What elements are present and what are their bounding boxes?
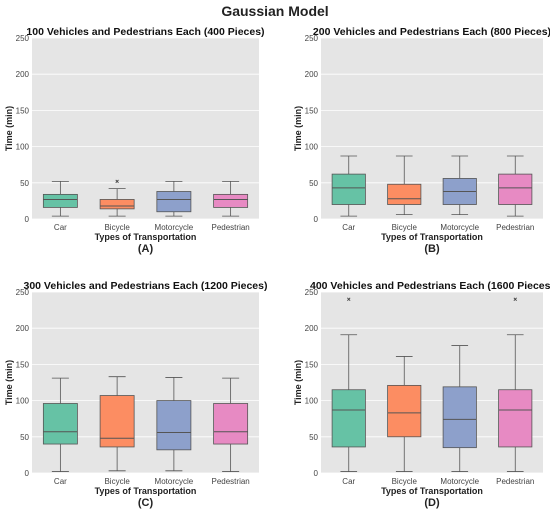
y-tick-label: 100 — [305, 397, 319, 406]
panel-b-title: 200 Vehicles and Pedestrians Each (800 P… — [313, 26, 550, 38]
outlier-point — [347, 297, 351, 301]
y-tick-label: 150 — [16, 106, 30, 115]
box-body — [99, 199, 135, 210]
box-body — [331, 389, 366, 448]
box-body — [156, 191, 192, 213]
panel-b: 0 50 100 150 200 250 Car Bicycle Motorcycle Pedes… — [293, 26, 550, 255]
box-body — [331, 173, 366, 205]
box-car — [42, 377, 78, 472]
box-car — [331, 155, 366, 217]
panel-a-plot-area — [32, 38, 259, 219]
box-body — [213, 403, 249, 445]
panel-c-plot-area — [32, 292, 259, 473]
x-tick-label-bicycle: Bicycle — [392, 477, 418, 486]
x-tick-label-motorcycle: Motorcycle — [440, 477, 479, 486]
y-tick-label: 100 — [16, 397, 30, 406]
x-tick-label-pedestrian: Pedestrian — [212, 223, 250, 232]
box-body — [42, 403, 78, 445]
x-tick-label-car: Car — [54, 477, 67, 486]
box-pedestrian — [498, 297, 533, 472]
y-tick-label: 200 — [305, 324, 319, 333]
panel-c-title: 300 Vehicles and Pedestrians Each (1200 … — [24, 280, 268, 292]
x-tick-label-pedestrian: Pedestrian — [496, 223, 534, 232]
x-tick-label-bicycle: Bicycle — [104, 223, 130, 232]
panel-a: 0 50 100 150 200 250 Car Bicycle Motorcycle Pedes… — [4, 26, 265, 255]
y-tick-label: 100 — [16, 143, 30, 152]
y-tick-label: 250 — [305, 34, 319, 43]
box-pedestrian — [213, 377, 249, 472]
box-motorcycle — [442, 155, 477, 216]
panel-c-sublabel: (C) — [138, 497, 154, 509]
y-tick-label: 200 — [16, 324, 30, 333]
y-tick-label: 0 — [25, 215, 30, 224]
x-tick-label-motorcycle: Motorcycle — [155, 223, 194, 232]
box-bicycle — [387, 356, 422, 472]
panel-a-x-axis-label: Types of Transportation — [95, 232, 197, 242]
box-body — [387, 384, 422, 438]
panel-d-sublabel: (D) — [424, 497, 440, 509]
box-motorcycle — [442, 345, 477, 472]
x-tick-label-car: Car — [342, 477, 355, 486]
panel-a-sublabel: (A) — [138, 243, 154, 255]
box-body — [99, 395, 135, 448]
y-tick-label: 150 — [305, 360, 319, 369]
panel-c: 0 50 100 150 200 250 Car Bicycle Motorcycle Pedes… — [4, 280, 267, 509]
panel-d-title: 400 Vehicles and Pedestrians Each (1600 … — [310, 280, 550, 292]
y-tick-label: 250 — [16, 288, 30, 297]
box-pedestrian — [498, 155, 533, 217]
x-tick-label-bicycle: Bicycle — [392, 223, 418, 232]
box-bicycle — [99, 376, 135, 472]
panel-c-x-axis-label: Types of Transportation — [95, 486, 197, 496]
box-body — [387, 183, 422, 205]
y-tick-label: 200 — [16, 70, 30, 79]
outlier-point — [115, 179, 119, 184]
panel-a-y-axis-label: Time (min) — [4, 106, 14, 151]
box-motorcycle — [156, 377, 192, 472]
y-tick-label: 0 — [314, 469, 319, 478]
y-tick-label: 0 — [25, 469, 30, 478]
panel-b-y-axis-label: Time (min) — [293, 106, 303, 151]
panel-a-title: 100 Vehicles and Pedestrians Each (400 P… — [26, 26, 264, 38]
y-tick-label: 200 — [305, 70, 319, 79]
figure-title: Gaussian Model — [221, 3, 328, 19]
box-pedestrian — [213, 180, 249, 217]
panel-d: 0 50 100 150 200 250 Car Bicycle Motorcycle Pedes… — [293, 280, 550, 509]
y-tick-label: 50 — [309, 433, 318, 442]
x-tick-label-pedestrian: Pedestrian — [496, 477, 534, 486]
panel-b-sublabel: (B) — [424, 243, 440, 255]
y-tick-label: 50 — [20, 433, 29, 442]
box-body — [156, 400, 192, 451]
box-car — [331, 297, 366, 472]
y-tick-label: 150 — [16, 360, 30, 369]
panel-d-x-axis-label: Types of Transportation — [381, 486, 483, 496]
box-car — [42, 180, 78, 217]
box-body — [498, 173, 533, 205]
box-body — [213, 193, 249, 208]
panel-d-y-axis-label: Time (min) — [293, 360, 303, 405]
y-tick-label: 50 — [309, 179, 318, 188]
box-bicycle — [387, 155, 422, 216]
y-tick-label: 250 — [16, 34, 30, 43]
box-body — [42, 193, 78, 208]
y-tick-label: 0 — [314, 215, 319, 224]
x-tick-label-pedestrian: Pedestrian — [212, 477, 250, 486]
box-body — [498, 389, 533, 448]
y-tick-label: 150 — [305, 106, 319, 115]
x-tick-label-car: Car — [342, 223, 355, 232]
panel-c-y-axis-label: Time (min) — [4, 360, 14, 405]
x-tick-label-car: Car — [54, 223, 67, 232]
box-bicycle — [99, 179, 135, 217]
y-tick-label: 100 — [305, 143, 319, 152]
box-motorcycle — [156, 180, 192, 217]
x-tick-label-bicycle: Bicycle — [104, 477, 130, 486]
y-tick-label: 50 — [20, 179, 29, 188]
x-tick-label-motorcycle: Motorcycle — [155, 477, 194, 486]
x-tick-label-motorcycle: Motorcycle — [440, 223, 479, 232]
y-tick-label: 250 — [305, 288, 319, 297]
box-body — [442, 386, 477, 449]
outlier-point — [513, 297, 517, 301]
panel-b-x-axis-label: Types of Transportation — [381, 232, 483, 242]
